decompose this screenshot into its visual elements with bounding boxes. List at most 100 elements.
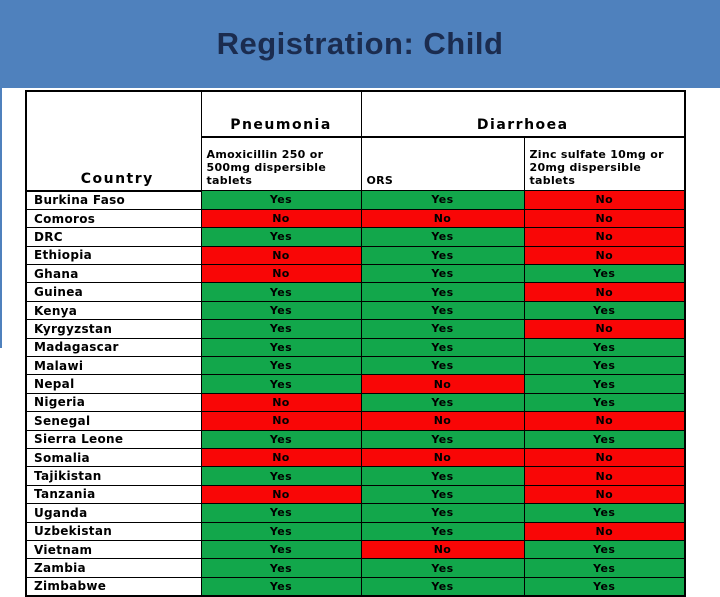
ors-value-cell: No — [360, 411, 525, 431]
amoxicillin-value-cell: Yes — [200, 466, 362, 486]
country-cell: Kenya — [25, 300, 202, 321]
zinc-value-cell: No — [523, 245, 686, 266]
ors-value-cell: Yes — [360, 356, 525, 376]
amoxicillin-value-cell: No — [200, 245, 362, 266]
table-row: Zimbabwe Yes Yes Yes — [25, 576, 686, 597]
ors-value-cell: Yes — [360, 300, 525, 321]
zinc-value-cell: No — [523, 282, 686, 302]
table-row: Uganda Yes Yes Yes — [25, 503, 686, 523]
ors-value-cell: Yes — [360, 245, 525, 266]
table-row: Kenya Yes Yes Yes — [25, 300, 686, 321]
ors-value-cell: Yes — [360, 337, 525, 358]
zinc-value-cell: Yes — [523, 558, 686, 578]
country-cell: Ethiopia — [25, 245, 202, 266]
ors-value-cell: Yes — [360, 503, 525, 523]
table-row: Ethiopia No Yes No — [25, 245, 686, 266]
table-row: Uzbekistan Yes Yes No — [25, 521, 686, 541]
amoxicillin-value-cell: Yes — [200, 337, 362, 358]
zinc-value-cell: Yes — [523, 576, 686, 597]
title-banner: Registration: Child — [0, 0, 720, 88]
ors-value-cell: Yes — [360, 521, 525, 541]
amoxicillin-value-cell: No — [200, 208, 362, 229]
ors-value-cell: Yes — [360, 227, 525, 247]
zinc-value-cell: Yes — [523, 429, 686, 449]
ors-value-cell: Yes — [360, 190, 525, 210]
country-cell: Comoros — [25, 208, 202, 229]
zinc-value-cell: No — [523, 466, 686, 486]
amoxicillin-value-cell: Yes — [200, 282, 362, 302]
table-row: Madagascar Yes Yes Yes — [25, 337, 686, 358]
country-cell: Guinea — [25, 282, 202, 302]
amoxicillin-value-cell: Yes — [200, 319, 362, 339]
ors-value-cell: Yes — [360, 466, 525, 486]
zinc-value-cell: No — [523, 411, 686, 431]
amoxicillin-value-cell: Yes — [200, 356, 362, 376]
amoxicillin-value-cell: No — [200, 447, 362, 468]
ors-value-cell: Yes — [360, 282, 525, 302]
country-cell: Ghana — [25, 264, 202, 284]
amoxicillin-value-cell: No — [200, 484, 362, 505]
amoxicillin-value-cell: Yes — [200, 300, 362, 321]
ors-value-cell: No — [360, 447, 525, 468]
table-row: Guinea Yes Yes No — [25, 282, 686, 302]
left-edge-strip — [0, 88, 2, 348]
zinc-value-cell: Yes — [523, 356, 686, 376]
amoxicillin-value-cell: Yes — [200, 521, 362, 541]
table-row: Vietnam Yes No Yes — [25, 539, 686, 560]
zinc-value-cell: Yes — [523, 392, 686, 413]
table-row: Comoros No No No — [25, 208, 686, 229]
country-cell: Somalia — [25, 447, 202, 468]
ors-value-cell: No — [360, 539, 525, 560]
ors-value-cell: No — [360, 374, 525, 394]
country-cell: Nepal — [25, 374, 202, 394]
ors-value-cell: Yes — [360, 558, 525, 578]
header-sub-row: Amoxicillin 250 or 500mg dispersible tab… — [26, 136, 686, 191]
country-registration-table: Country Pneumonia Diarrhoea Amoxicillin … — [25, 90, 687, 597]
zinc-value-cell: No — [523, 484, 686, 505]
country-cell: Sierra Leone — [25, 429, 202, 449]
country-cell: Zambia — [25, 558, 202, 578]
zinc-value-cell: No — [523, 190, 686, 210]
country-cell: Vietnam — [25, 539, 202, 560]
zinc-value-cell: Yes — [523, 503, 686, 523]
zinc-value-cell: No — [523, 319, 686, 339]
country-cell: Nigeria — [25, 392, 202, 413]
zinc-value-cell: Yes — [523, 264, 686, 284]
zinc-value-cell: No — [523, 521, 686, 541]
zinc-value-cell: Yes — [523, 539, 686, 560]
column-group-diarrhoea: Diarrhoea — [360, 90, 686, 138]
amoxicillin-value-cell: No — [200, 264, 362, 284]
table-row: Nepal Yes No Yes — [25, 374, 686, 394]
table-row: Senegal No No No — [25, 411, 686, 431]
country-cell: Uganda — [25, 503, 202, 523]
zinc-value-cell: Yes — [523, 300, 686, 321]
country-cell: Burkina Faso — [25, 190, 202, 210]
header-group-row: Country Pneumonia Diarrhoea — [25, 90, 686, 192]
table-row: Tanzania No Yes No — [25, 484, 686, 505]
column-group-pneumonia: Pneumonia — [200, 90, 362, 138]
table-row: Malawi Yes Yes Yes — [25, 356, 686, 376]
amoxicillin-value-cell: Yes — [200, 503, 362, 523]
zinc-value-cell: No — [523, 208, 686, 229]
column-header-amoxicillin: Amoxicillin 250 or 500mg dispersible tab… — [200, 136, 362, 191]
table-row: Kyrgyzstan Yes Yes No — [25, 319, 686, 339]
column-header-zinc: Zinc sulfate 10mg or 20mg dispersible ta… — [523, 136, 686, 191]
table-row: Somalia No No No — [25, 447, 686, 468]
country-cell: Malawi — [25, 356, 202, 376]
zinc-value-cell: No — [523, 227, 686, 247]
table-row: DRC Yes Yes No — [25, 227, 686, 247]
country-cell: Uzbekistan — [25, 521, 202, 541]
country-cell: Tanzania — [25, 484, 202, 505]
zinc-value-cell: Yes — [523, 337, 686, 358]
ors-value-cell: Yes — [360, 264, 525, 284]
registration-table: Country Pneumonia Diarrhoea Amoxicillin … — [25, 90, 687, 597]
table-row: Tajikistan Yes Yes No — [25, 466, 686, 486]
table-row: Sierra Leone Yes Yes Yes — [25, 429, 686, 449]
country-cell: Kyrgyzstan — [25, 319, 202, 339]
ors-value-cell: No — [360, 208, 525, 229]
ors-value-cell: Yes — [360, 392, 525, 413]
ors-value-cell: Yes — [360, 429, 525, 449]
table-row: Nigeria No Yes Yes — [25, 392, 686, 413]
amoxicillin-value-cell: Yes — [200, 374, 362, 394]
